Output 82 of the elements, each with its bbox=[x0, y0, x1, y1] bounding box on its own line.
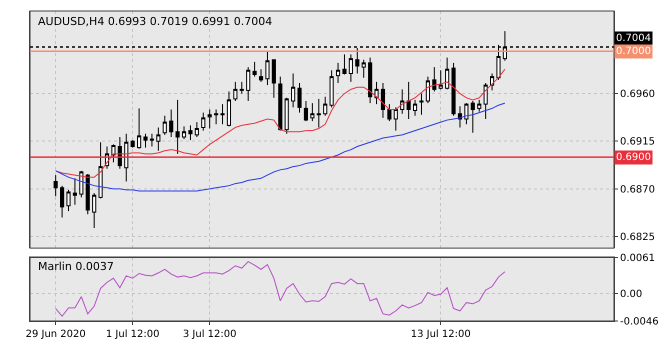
candlestick bbox=[156, 126, 160, 152]
ref-line-label: 0.7000 bbox=[616, 46, 651, 57]
candlestick bbox=[150, 133, 154, 148]
candlestick bbox=[348, 54, 353, 82]
y-tick-label: 0.6825 bbox=[620, 232, 655, 243]
candlestick bbox=[297, 82, 302, 114]
y-tick-label: 0.0061 bbox=[620, 252, 655, 264]
candlestick bbox=[265, 50, 270, 86]
candlestick bbox=[464, 102, 468, 125]
candlestick bbox=[182, 126, 186, 140]
x-tick-label: 3 Jul 12:00 bbox=[182, 329, 236, 340]
candlestick bbox=[201, 112, 206, 132]
candlestick bbox=[394, 106, 398, 132]
candlestick bbox=[304, 100, 308, 122]
candlestick bbox=[208, 108, 212, 130]
candlestick bbox=[169, 108, 174, 138]
candlestick bbox=[194, 122, 199, 138]
candlestick bbox=[214, 108, 218, 125]
candlestick bbox=[336, 62, 340, 84]
candlestick bbox=[355, 48, 360, 74]
candlestick bbox=[188, 124, 193, 141]
candlestick bbox=[458, 106, 462, 128]
candlestick bbox=[291, 72, 296, 108]
candlestick bbox=[426, 76, 430, 104]
chart-title: Marlin 0.0037 bbox=[38, 260, 114, 273]
candlestick bbox=[98, 142, 103, 199]
candlestick bbox=[252, 61, 257, 78]
candlestick bbox=[240, 81, 244, 94]
ref-line-label: 0.6900 bbox=[616, 152, 651, 163]
candlestick bbox=[406, 81, 411, 120]
candlestick bbox=[432, 66, 436, 92]
candlestick bbox=[246, 66, 250, 102]
candlestick bbox=[92, 192, 96, 229]
candlestick bbox=[362, 59, 366, 78]
y-tick-label: 0.6960 bbox=[620, 89, 655, 100]
candlestick bbox=[86, 174, 90, 215]
candlestick bbox=[272, 59, 276, 98]
candlestick bbox=[137, 108, 142, 150]
candlestick bbox=[278, 76, 282, 130]
candlestick bbox=[66, 189, 71, 212]
candlestick bbox=[412, 99, 418, 116]
y-tick-label: 0.6915 bbox=[620, 136, 655, 148]
y-tick-label: 0.6870 bbox=[620, 184, 655, 196]
chart-title: AUDUSD,H4 0.6993 0.7019 0.6991 0.7004 bbox=[38, 15, 272, 28]
candlestick bbox=[284, 97, 289, 134]
candlestick bbox=[400, 88, 404, 114]
x-tick-label: 13 Jul 12:00 bbox=[410, 329, 471, 340]
candlestick bbox=[419, 93, 424, 116]
candlestick bbox=[258, 68, 264, 82]
candlestick bbox=[374, 81, 379, 105]
ref-line-label: 0.7004 bbox=[616, 33, 651, 44]
candlestick bbox=[60, 185, 64, 218]
candlestick bbox=[72, 178, 77, 206]
candlestick bbox=[162, 115, 167, 136]
candlestick bbox=[445, 57, 450, 90]
candlestick bbox=[451, 62, 456, 116]
candlestick bbox=[233, 81, 238, 102]
candlestick bbox=[54, 174, 58, 197]
candlestick bbox=[380, 82, 386, 118]
line-series bbox=[55, 102, 506, 192]
candlestick bbox=[484, 82, 488, 120]
candlestick bbox=[368, 57, 372, 104]
candlestick bbox=[438, 70, 443, 90]
x-tick-label: 29 Jun 2020 bbox=[26, 329, 86, 340]
candlestick bbox=[316, 98, 321, 128]
candlestick bbox=[477, 99, 482, 112]
candlestick bbox=[323, 96, 328, 116]
candlestick bbox=[342, 54, 347, 76]
x-tick-label: 1 Jul 12:00 bbox=[106, 329, 160, 340]
candlestick bbox=[470, 100, 475, 134]
y-tick-label: 0.00 bbox=[620, 289, 642, 300]
candlestick bbox=[176, 99, 180, 154]
y-tick-label: -0.0046 bbox=[620, 316, 659, 328]
candlestick bbox=[130, 140, 135, 148]
candlestick bbox=[124, 133, 128, 182]
candlestick bbox=[143, 133, 148, 148]
candlestick bbox=[387, 104, 392, 122]
candlestick bbox=[111, 144, 116, 163]
candlestick bbox=[226, 90, 232, 127]
candlestick bbox=[220, 104, 225, 125]
candlestick bbox=[310, 102, 314, 122]
candlestick bbox=[330, 70, 334, 108]
